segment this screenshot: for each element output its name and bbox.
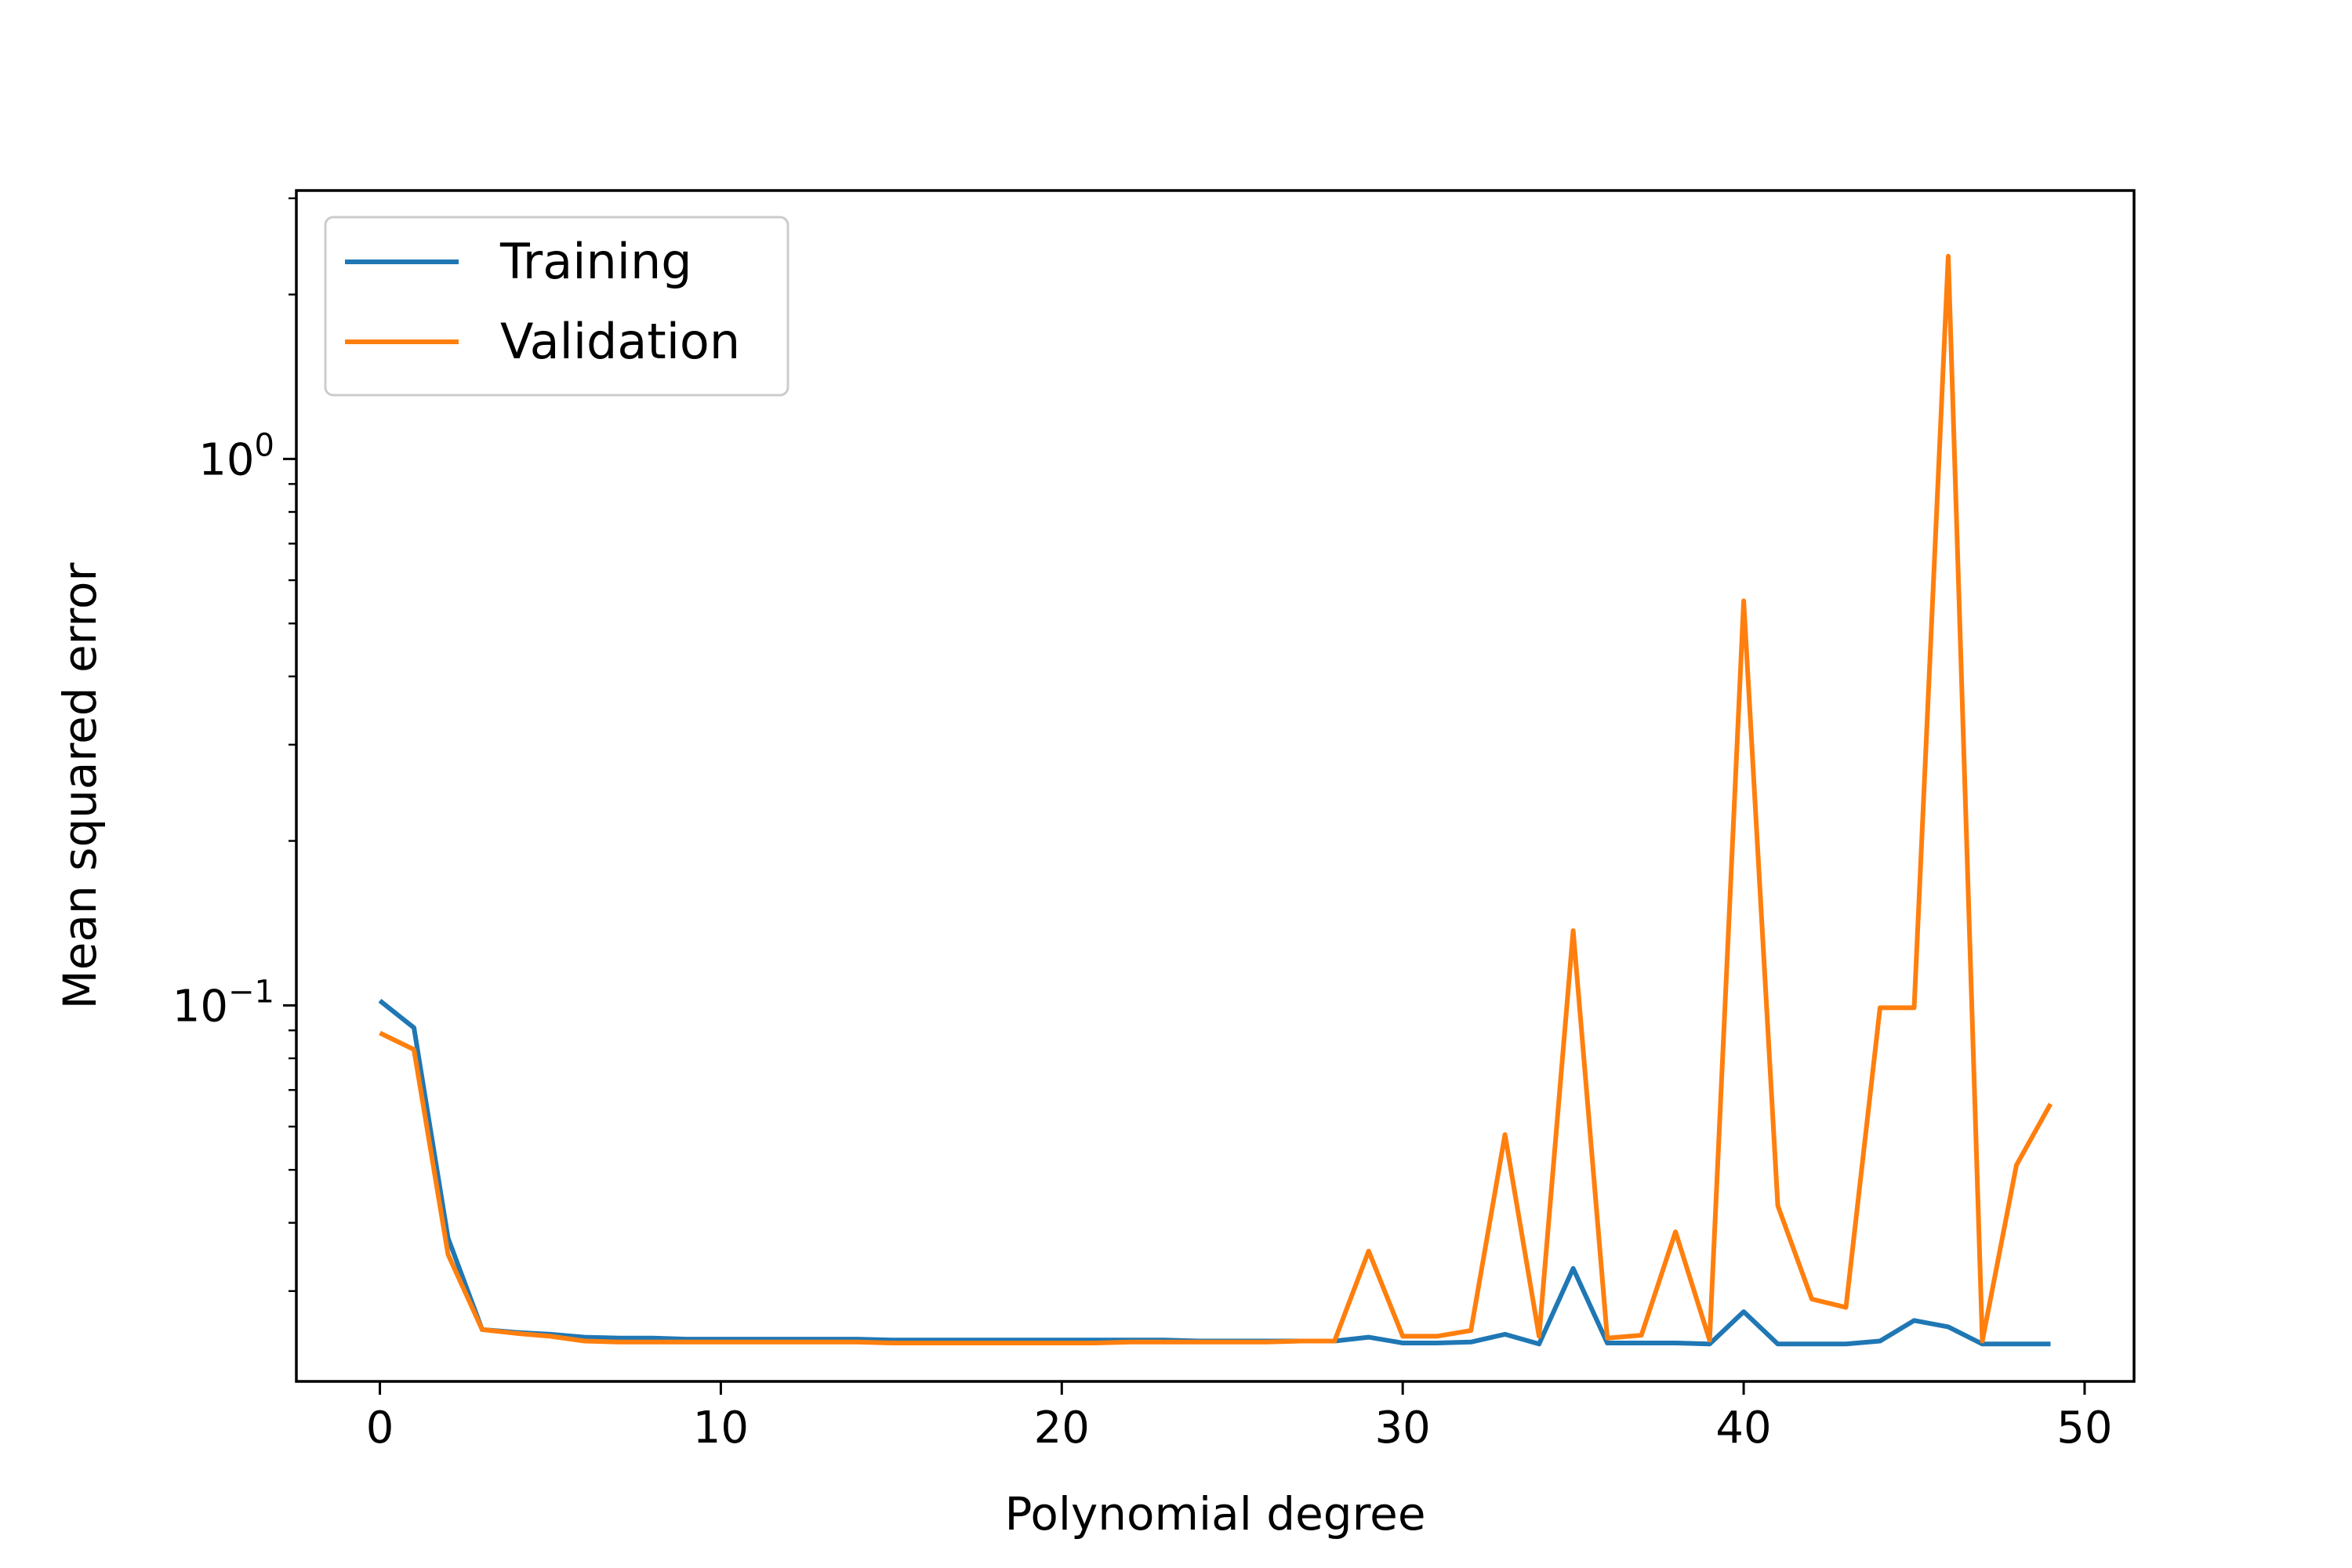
- legend-label-validation: Validation: [500, 313, 740, 370]
- y-tick-label: 100: [198, 427, 274, 485]
- legend[interactable]: Training Validation: [324, 216, 789, 397]
- x-axis-label: Polynomial degree: [1004, 1487, 1425, 1541]
- y-tick-label: 10−1: [172, 974, 274, 1032]
- x-tick-label: 40: [1715, 1403, 1771, 1454]
- axes-frame: [295, 189, 2136, 1383]
- series-line-validation: [379, 253, 2053, 1345]
- x-tick-label: 30: [1375, 1403, 1431, 1454]
- legend-label-training: Training: [499, 233, 692, 290]
- series-layer: [378, 253, 2053, 1347]
- y-axis-label: Mean squared error: [53, 562, 107, 1009]
- ticks-layer: 0 10 20 30 40 50 10−1 100: [172, 197, 2113, 1454]
- x-tick-label: 50: [2056, 1403, 2112, 1454]
- x-tick-label: 0: [366, 1403, 394, 1454]
- x-tick-label: 10: [693, 1403, 749, 1454]
- x-tick-label: 20: [1034, 1403, 1090, 1454]
